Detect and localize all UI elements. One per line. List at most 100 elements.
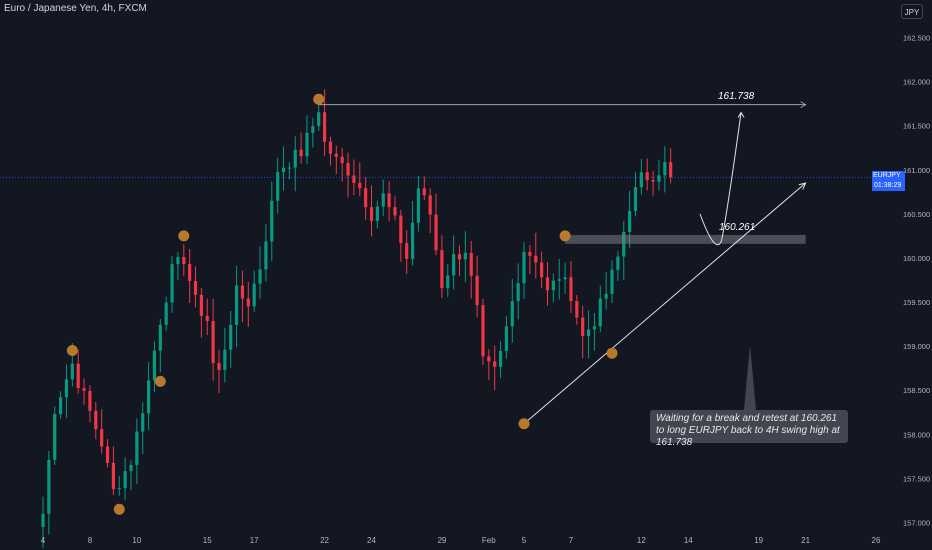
candle-body <box>252 283 256 307</box>
time-tick-label: Feb <box>482 536 496 545</box>
candle-body <box>581 317 585 336</box>
candle-body <box>135 431 139 465</box>
candle-body <box>88 390 92 411</box>
candle <box>516 263 520 320</box>
candle-body <box>164 302 168 325</box>
price-tick-label: 158.000 <box>903 430 930 439</box>
drawing-layer <box>0 93 872 515</box>
support-label: 160.261 <box>719 222 756 233</box>
price-tick-label: 157.500 <box>903 474 930 483</box>
price-tick-label: 157.000 <box>903 519 930 528</box>
candle-body <box>651 180 655 182</box>
candle-body <box>182 257 186 264</box>
candle <box>598 285 602 333</box>
candle <box>322 89 327 157</box>
candle-body <box>100 429 104 447</box>
trade-idea-note[interactable]: Waiting for a break and retest at 160.26… <box>650 410 848 448</box>
candle <box>105 438 110 468</box>
candle <box>100 409 104 454</box>
candle <box>651 171 655 197</box>
candle-body <box>317 112 321 127</box>
candle <box>481 299 485 365</box>
price-tick-label: 159.500 <box>903 298 930 307</box>
candle-body <box>428 195 432 215</box>
candle <box>528 244 532 274</box>
candle <box>305 115 309 164</box>
time-tick-label: 29 <box>437 536 446 545</box>
candle <box>639 158 643 195</box>
candle <box>622 220 626 280</box>
candle <box>457 245 462 276</box>
price-tick-label: 161.000 <box>903 166 930 175</box>
candle-body <box>188 263 192 281</box>
candle-body <box>53 413 57 460</box>
candle <box>387 181 391 222</box>
candle-body <box>510 301 514 327</box>
candle-body <box>111 462 115 490</box>
candle <box>299 132 303 164</box>
price-tick-label: 158.500 <box>903 386 930 395</box>
currency-button[interactable]: JPY <box>901 4 923 19</box>
swing-marker <box>559 230 571 242</box>
candle-body <box>82 388 86 391</box>
candle <box>428 188 432 234</box>
candle-body <box>41 513 45 528</box>
candle-body <box>434 214 438 251</box>
resistance-label: 161.738 <box>718 91 755 102</box>
candle-body <box>217 362 221 370</box>
candle <box>469 240 473 299</box>
candle <box>581 305 585 359</box>
candle-body <box>375 206 379 222</box>
candle-body <box>598 298 602 327</box>
candle <box>364 177 368 220</box>
candle-body <box>276 172 280 201</box>
candle <box>610 260 614 304</box>
candle <box>498 341 503 379</box>
candle <box>152 341 157 392</box>
candle <box>393 196 397 221</box>
candle-body <box>405 243 409 259</box>
candle-body <box>270 200 274 242</box>
candle-body <box>358 182 362 189</box>
candle-body <box>58 397 63 414</box>
candle <box>416 176 421 232</box>
swing-marker <box>113 503 125 515</box>
bar-countdown: 01:38:29 <box>874 182 902 189</box>
candle-body <box>369 207 374 222</box>
candle-body <box>475 275 479 306</box>
trendline-arrow <box>798 182 807 190</box>
candle <box>557 258 561 300</box>
candle <box>205 298 209 336</box>
chart-title: Euro / Japanese Yen, 4h, FXCM <box>4 3 147 14</box>
candle <box>369 185 374 237</box>
candle <box>164 296 168 331</box>
candle-body <box>463 252 467 260</box>
price-tick-label: 160.500 <box>903 210 930 219</box>
candle-body <box>604 293 608 299</box>
candle-body <box>440 250 444 289</box>
candle-body <box>498 351 503 367</box>
candle <box>135 418 139 484</box>
candle-body <box>645 172 649 181</box>
candle <box>158 318 162 373</box>
candle-body <box>234 285 239 325</box>
candle <box>287 162 291 180</box>
candle <box>64 364 69 418</box>
candle <box>88 385 92 423</box>
candle <box>551 273 555 303</box>
swing-marker <box>178 230 190 242</box>
candle-body <box>551 280 555 291</box>
time-tick-label: 7 <box>569 536 574 545</box>
candle-body <box>516 283 520 302</box>
candle <box>293 136 297 192</box>
candle-body <box>129 464 133 472</box>
candle-body <box>504 326 509 352</box>
time-tick-label: 22 <box>320 536 329 545</box>
candle-body <box>287 167 291 169</box>
time-axis: 4 8 10 15 17 22 24 29 Feb 5 7 12 14 19 21 26 <box>41 536 881 545</box>
candle <box>522 242 526 299</box>
candle-body <box>264 241 268 270</box>
swing-marker <box>66 345 78 357</box>
candle <box>545 262 550 306</box>
